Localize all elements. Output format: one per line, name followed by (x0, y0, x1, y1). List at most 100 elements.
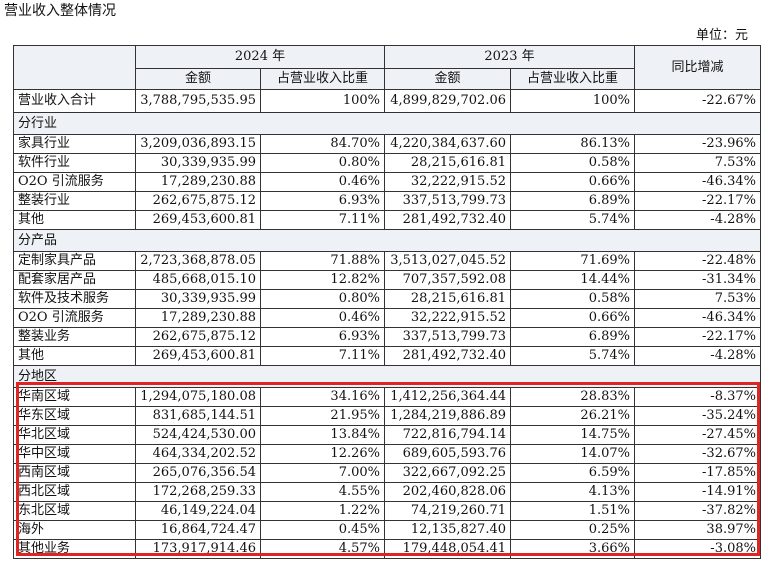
header-row-columns: 金额 占营业收入比重 金额 占营业收入比重 (14, 68, 761, 90)
cell-yoy: -14.91% (634, 482, 761, 502)
cell-amount-2023: 337,513,799.73 (384, 327, 511, 347)
row-label: 软件行业 (13, 153, 136, 173)
table-row: 软件及技术服务 30,339,935.99 0.80% 28,215,616.81 0.… (13, 289, 761, 309)
cell-share-2024: 12.82% (260, 270, 385, 290)
cell-amount-2024: 46,149,224.04 (135, 501, 261, 521)
row-label: 华南区域 (13, 387, 136, 407)
cell-yoy: -17.85% (634, 463, 761, 483)
cell-amount-2024: 172,268,259.33 (135, 482, 261, 502)
header-2024: 2024 年 (135, 45, 385, 69)
header-yoy: 同比增减 (634, 45, 761, 90)
cell-amount-2024: 464,334,202.52 (135, 444, 261, 464)
cell-share-2024: 7.11% (260, 210, 385, 230)
cell-amount-2024: 2,723,368,878.05 (135, 251, 261, 271)
row-label: 家具行业 (13, 134, 136, 154)
cell-share-2024: 84.70% (260, 134, 385, 154)
unit-label: 单位：元 (695, 28, 748, 43)
cell-share-2023: 6.89% (510, 327, 635, 347)
total-amount-2023: 4,899,829,702.06 (384, 89, 511, 113)
section-title: 分行业 (13, 112, 761, 135)
cell-share-2024: 0.45% (260, 520, 385, 540)
row-label: 软件及技术服务 (13, 289, 136, 309)
cell-share-2023: 5.74% (510, 210, 635, 230)
table-row: 软件行业 30,339,935.99 0.80% 28,215,616.81 0.58%… (13, 153, 761, 173)
cell-amount-2024: 262,675,875.12 (135, 191, 261, 211)
cell-yoy: 7.53% (634, 289, 761, 309)
table-row: 华南区域 1,294,075,180.08 34.16% 1,412,256,364.… (13, 387, 761, 407)
cell-amount-2023: 722,816,794.14 (384, 425, 511, 445)
cell-amount-2024: 831,685,144.51 (135, 406, 261, 426)
cell-share-2023: 26.21% (510, 406, 635, 426)
row-label: 其他 (13, 210, 136, 230)
total-share-2023: 100% (510, 89, 635, 113)
total-label: 营业收入合计 (13, 89, 136, 113)
cell-share-2024: 13.84% (260, 425, 385, 445)
cell-share-2024: 0.80% (260, 289, 385, 309)
table-row: 定制家具产品 2,723,368,878.05 71.88% 3,513,027,04… (13, 251, 761, 271)
row-label: 华中区域 (13, 444, 136, 464)
cell-yoy: -22.17% (634, 191, 761, 211)
total-amount-2024: 3,788,795,535.95 (135, 89, 261, 113)
revenue-table-body: 2024 年 2023 年 同比增减 金额 占营业收入比重 金额 占营业收入比重… (13, 45, 761, 559)
cell-amount-2023: 12,135,827.40 (384, 520, 511, 540)
table-row: 其他业务 173,917,914.46 4.57% 179,448,054.41 3.6… (13, 539, 761, 559)
row-label: 其他业务 (13, 539, 136, 559)
cell-yoy: -46.34% (634, 172, 761, 192)
table-row: 西南区域 265,076,356.54 7.00% 322,667,092.25 6.5… (13, 463, 761, 483)
cell-yoy: -4.28% (634, 346, 761, 366)
cell-amount-2023: 4,220,384,637.60 (384, 134, 511, 154)
section-header-industry: 分行业 (13, 112, 761, 135)
header-amount-2023: 金额 (384, 68, 511, 90)
section-title: 分地区 (13, 365, 761, 388)
cell-amount-2023: 32,222,915.52 (384, 308, 511, 328)
cell-share-2024: 34.16% (260, 387, 385, 407)
table-row: 海外 16,864,724.47 0.45% 12,135,827.40 0.25% 38… (13, 520, 761, 540)
cell-share-2023: 14.75% (510, 425, 635, 445)
cell-yoy: 38.97% (634, 520, 761, 540)
cell-amount-2024: 269,453,600.81 (135, 210, 261, 230)
cell-yoy: -31.34% (634, 270, 761, 290)
cell-share-2024: 0.46% (260, 172, 385, 192)
row-label: 西南区域 (13, 463, 136, 483)
table-row: 东北区域 46,149,224.04 1.22% 74,219,260.71 1.51%… (13, 501, 761, 521)
header-2023: 2023 年 (384, 45, 635, 69)
cell-amount-2024: 173,917,914.46 (135, 539, 261, 559)
cell-yoy: -4.28% (634, 210, 761, 230)
total-yoy: -22.67% (634, 89, 761, 113)
cell-amount-2023: 1,284,219,886.89 (384, 406, 511, 426)
header-share-2024: 占营业收入比重 (260, 68, 385, 90)
cell-amount-2023: 689,605,593.76 (384, 444, 511, 464)
row-label: 华东区域 (13, 406, 136, 426)
cell-yoy: -27.45% (634, 425, 761, 445)
cell-share-2024: 71.88% (260, 251, 385, 271)
cell-share-2023: 0.66% (510, 172, 635, 192)
cell-yoy: -32.67% (634, 444, 761, 464)
cell-share-2024: 12.26% (260, 444, 385, 464)
header-row-years: 2024 年 2023 年 同比增减 (13, 45, 761, 90)
cell-share-2023: 71.69% (510, 251, 635, 271)
cell-amount-2023: 1,412,256,364.44 (384, 387, 511, 407)
table-row: 配套家居产品 485,668,015.10 12.82% 707,357,592.08… (13, 270, 761, 290)
cell-share-2024: 6.93% (260, 191, 385, 211)
cell-amount-2023: 281,492,732.40 (384, 210, 511, 230)
table-row: O2O 引流服务 17,289,230.88 0.46% 32,222,915.52 0… (13, 172, 761, 192)
cell-share-2024: 0.80% (260, 153, 385, 173)
table-row: 其他 269,453,600.81 7.11% 281,492,732.40 5.74%… (13, 346, 761, 366)
cell-amount-2024: 1,294,075,180.08 (135, 387, 261, 407)
cell-share-2024: 1.22% (260, 501, 385, 521)
section-header-region: 分地区 (13, 365, 761, 388)
cell-yoy: -8.37% (634, 387, 761, 407)
cell-share-2023: 1.51% (510, 501, 635, 521)
row-label: 整装行业 (13, 191, 136, 211)
cell-amount-2023: 322,667,092.25 (384, 463, 511, 483)
cell-amount-2023: 74,219,260.71 (384, 501, 511, 521)
cell-share-2023: 14.07% (510, 444, 635, 464)
cell-amount-2023: 28,215,616.81 (384, 153, 511, 173)
cell-amount-2023: 179,448,054.41 (384, 539, 511, 559)
cell-amount-2024: 3,209,036,893.15 (135, 134, 261, 154)
row-label: 整装业务 (13, 327, 136, 347)
cell-amount-2023: 3,513,027,045.52 (384, 251, 511, 271)
cell-amount-2023: 202,460,828.06 (384, 482, 511, 502)
cell-amount-2024: 16,864,724.47 (135, 520, 261, 540)
table-row: 华东区域 831,685,144.51 21.95% 1,284,219,886.89… (13, 406, 761, 426)
